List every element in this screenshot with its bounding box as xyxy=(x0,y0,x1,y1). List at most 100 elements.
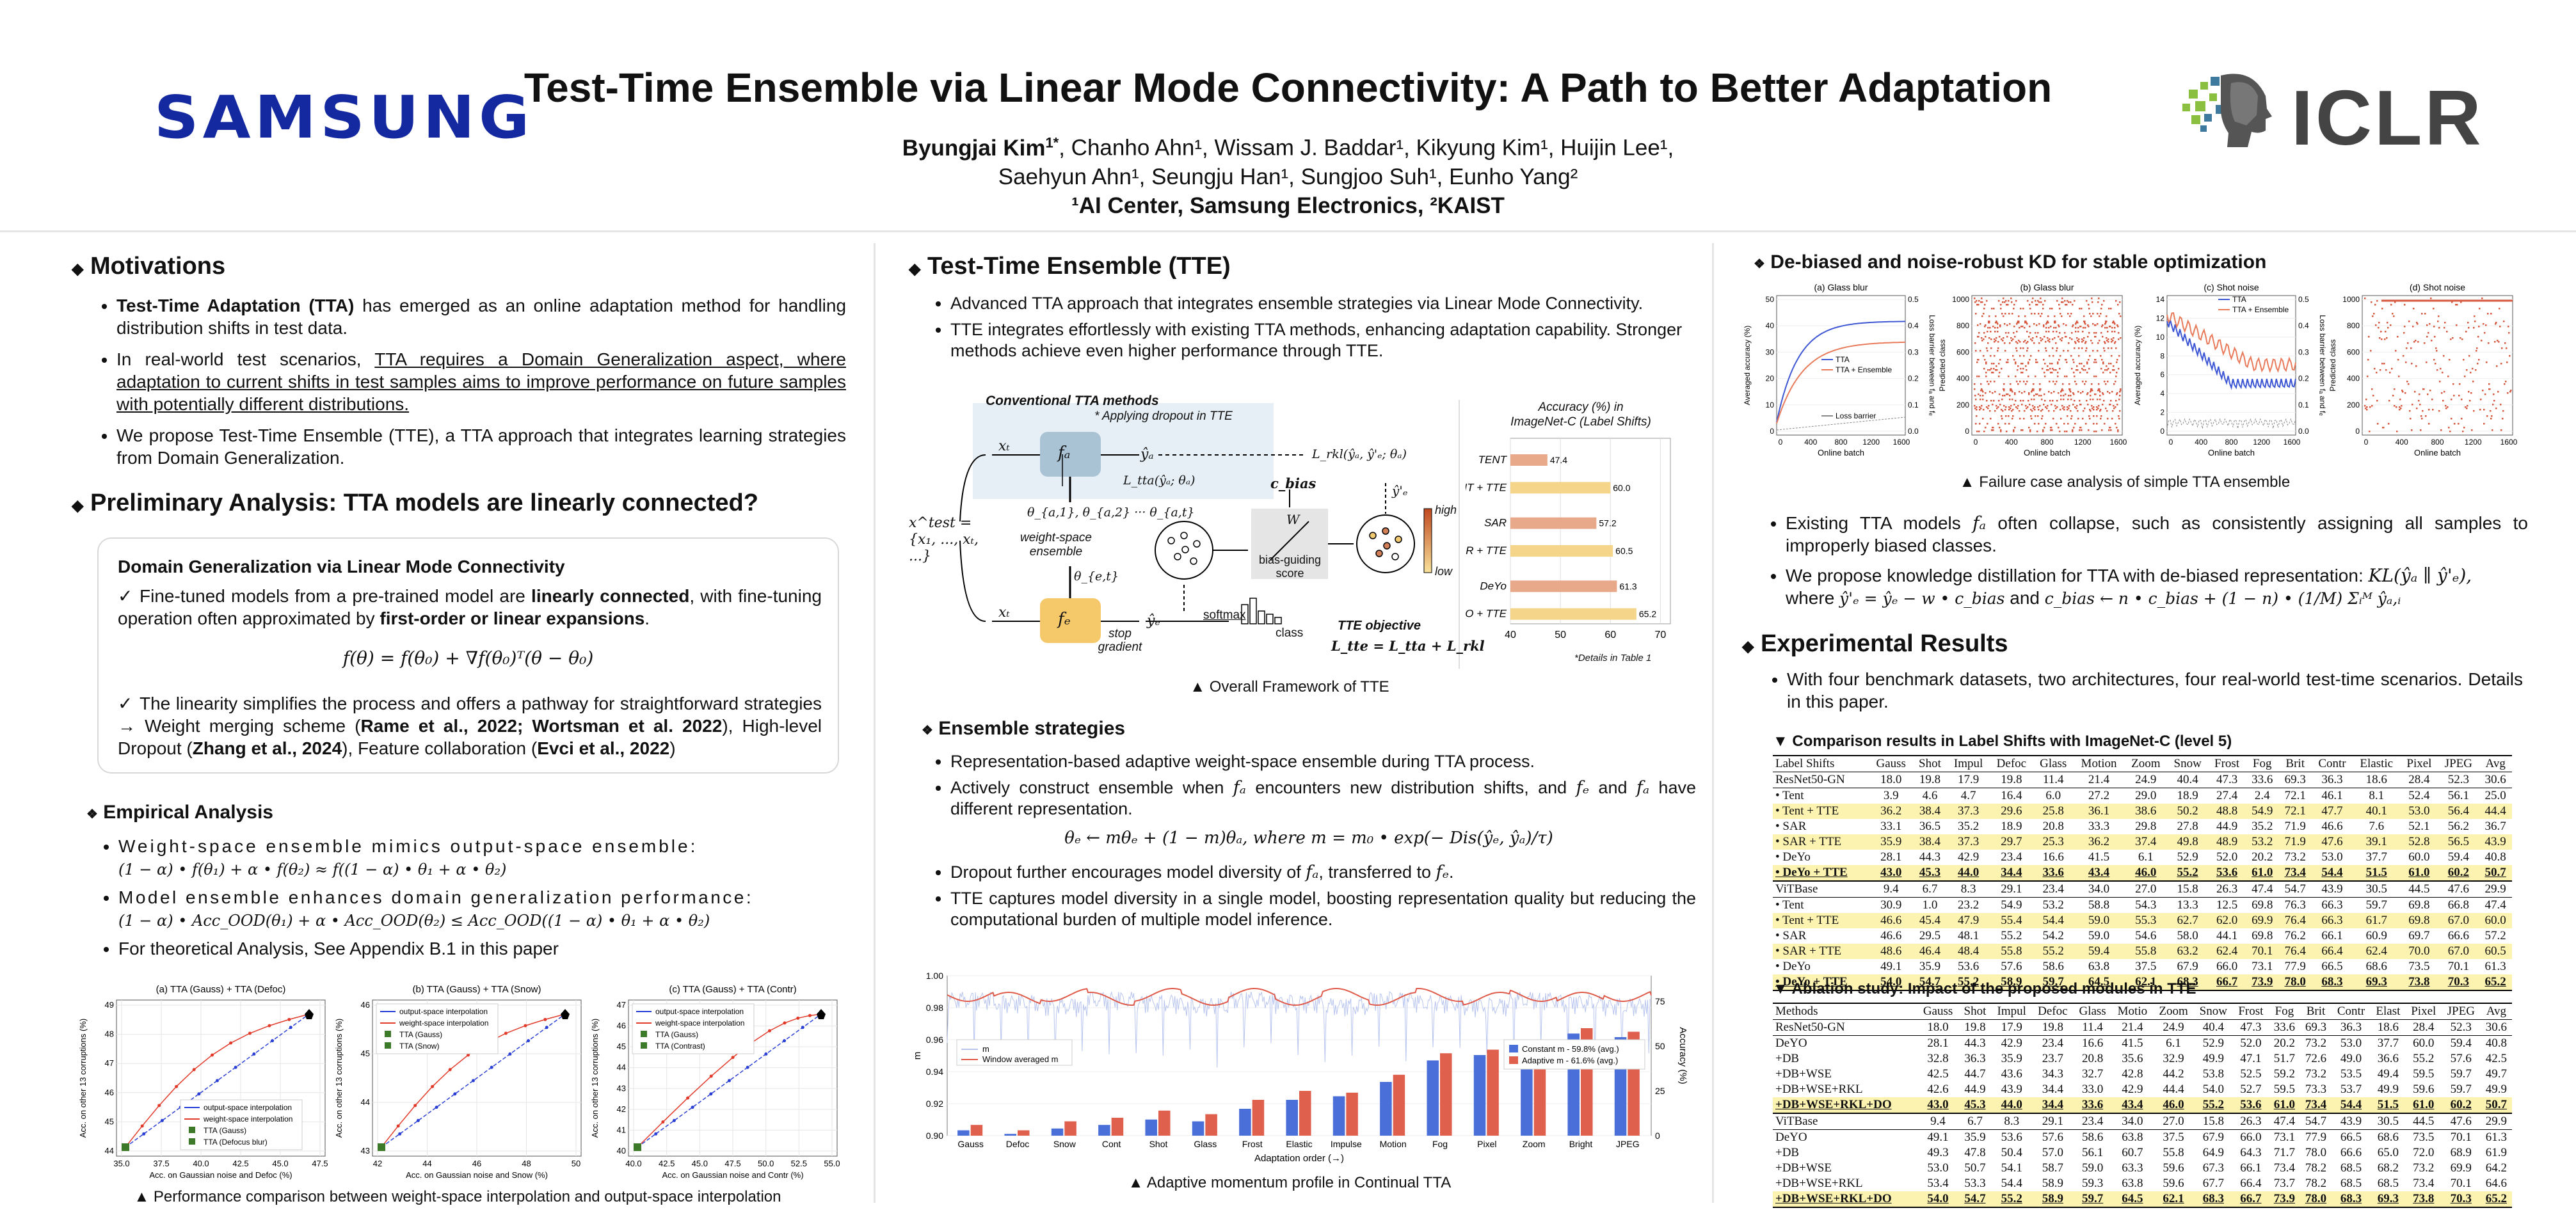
table-row: • DeYo 49.1 35.9 53.6 57.6 58.6 63.8 37.5 67.9 66… xyxy=(1775,960,2506,973)
failure-scatter-point xyxy=(2084,323,2086,325)
section-title: ❖ Empirical Analysis xyxy=(86,802,273,823)
failure-scatter-point xyxy=(1996,322,1998,324)
momentum-xtick: Motion xyxy=(1380,1139,1407,1149)
failure-scatter-point xyxy=(2378,322,2380,324)
failure-scatter-point xyxy=(2478,326,2480,328)
failure-plot-title: (a) Glass blur xyxy=(1814,282,1868,292)
failure-scatter-point xyxy=(2049,400,2051,402)
failure-scatter-point xyxy=(2008,332,2010,334)
momentum-ytick2: 25 xyxy=(1655,1086,1665,1096)
momentum-bar xyxy=(1098,1125,1110,1136)
lmc-plot: (b) TTA (Gauss) + TTA (Snow)42 44 46 48 5046… xyxy=(334,984,582,1180)
acc-bar-label: 60.0 xyxy=(1613,482,1630,493)
failure-scatter-point xyxy=(1983,409,1985,411)
lmc-xtick: 52.5 xyxy=(791,1159,807,1168)
failure-scatter-point xyxy=(1977,336,1979,338)
lmc-legend-label: output-space interpolation xyxy=(399,1007,488,1016)
failure-scatter-point xyxy=(2462,431,2464,433)
failure-ytick2: 0.3 xyxy=(1908,347,1919,356)
failure-scatter-point xyxy=(2064,376,2066,377)
failure-scatter-point xyxy=(2092,313,2094,315)
failure-scatter-point xyxy=(2072,324,2074,326)
failure-scatter-point xyxy=(2495,322,2497,324)
failure-scatter-point xyxy=(2429,390,2431,392)
failure-scatter-point xyxy=(2444,322,2446,324)
failure-scatter-point xyxy=(2375,324,2377,326)
failure-scatter-point xyxy=(2012,313,2013,315)
failure-scatter-point xyxy=(2079,404,2081,406)
failure-scatter-point xyxy=(2376,372,2378,374)
failure-scatter-point xyxy=(1981,337,1983,339)
failure-scatter-point xyxy=(2028,376,2029,377)
failure-scatter-point xyxy=(2017,342,2019,344)
failure-scatter-point xyxy=(2440,429,2442,431)
failure-scatter-point xyxy=(2095,361,2097,363)
failure-scatter-point xyxy=(2019,418,2021,420)
failure-scatter-point xyxy=(2044,363,2046,365)
failure-scatter-point xyxy=(2028,361,2029,363)
momentum-xtick: Shot xyxy=(1149,1139,1168,1149)
failure-scatter-point xyxy=(2024,340,2026,342)
failure-scatter-point xyxy=(2045,341,2047,343)
failure-scatter-point xyxy=(2048,327,2050,329)
failure-scatter-point xyxy=(2504,342,2506,344)
failure-scatter-point xyxy=(2508,332,2510,334)
failure-scatter-point xyxy=(1977,324,1979,326)
momentum-bar xyxy=(1332,1096,1345,1136)
fe-label: fₑ xyxy=(1058,610,1071,629)
failure-scatter-point xyxy=(2490,313,2492,315)
failure-scatter-point xyxy=(2072,392,2074,394)
failure-scatter-point xyxy=(2490,410,2492,412)
failure-scatter-point xyxy=(1990,355,1992,357)
failure-scatter-point xyxy=(2005,406,2007,408)
failure-scatter-point xyxy=(2061,301,2063,303)
failure-scatter-point xyxy=(1981,315,1983,317)
lmc-ytick: 47 xyxy=(617,1000,626,1010)
table-row: • Tent + TTE 46.6 45.4 47.9 55.4 54.4 59.0 55.3… xyxy=(1773,913,2512,928)
failure-scatter-point xyxy=(1980,399,1981,401)
failure-scatter-point xyxy=(2072,429,2074,431)
momentum-xlabel: Adaptation order (→) xyxy=(1254,1153,1344,1164)
failure-scatter-point xyxy=(2109,392,2111,394)
failure-scatter-point xyxy=(2047,365,2049,367)
first-author: Byungjai Kim1* xyxy=(902,134,1059,161)
failure-scatter-point xyxy=(2407,342,2409,344)
table-header-row: Methods Gauss Shot Impul Defoc Glass Motio Zoom… xyxy=(1773,1003,2512,1020)
failure-scatter-point xyxy=(1979,423,1981,425)
failure-scatter-point xyxy=(2007,361,2009,363)
failure-scatter-point xyxy=(2433,308,2435,310)
section-title: ❖ De-biased and noise-robust KD for stab… xyxy=(1754,251,2267,273)
failure-scatter-point xyxy=(2022,400,2024,402)
lmc-ylabel: Acc. on other 13 corruptions (%) xyxy=(78,1019,88,1138)
table-row: +DB+WSE+RKL+DO 54.0 54.7 55.2 58.9 59.7 64.5 62… xyxy=(1773,1191,2512,1207)
xtest-label: x^test = {x₁, ..., xₜ, ...} xyxy=(909,515,979,564)
failure-scatter-point xyxy=(2003,298,2004,299)
failure-scatter-point xyxy=(2049,355,2051,357)
failure-scatter-point xyxy=(2035,393,2037,395)
failure-scatter-point xyxy=(2107,381,2109,383)
column-header: Glass xyxy=(2040,757,2067,770)
failure-scatter-point xyxy=(2445,408,2447,409)
failure-scatter-point xyxy=(1993,368,1995,370)
table-group-row: ResNet50-GN 18.0 19.8 17.9 19.8 11.4 21.4 24.9 4… xyxy=(1773,1019,2512,1036)
failure-scatter-point xyxy=(2073,372,2075,374)
failure-ytick2: 0.2 xyxy=(1908,374,1919,383)
failure-xtick: 0 xyxy=(2169,438,2173,447)
failure-scatter-point xyxy=(2411,363,2413,365)
momentum-bar xyxy=(1440,1053,1452,1136)
failure-scatter-point xyxy=(2509,355,2511,357)
lmc-box: Domain Generalization via Linear Mode Co… xyxy=(97,537,839,774)
class-label: class xyxy=(1276,626,1304,640)
failure-scatter-point xyxy=(2092,350,2094,352)
failure-scatter-point xyxy=(2078,347,2080,349)
failure-scatter-point xyxy=(2107,391,2109,393)
failure-scatter-point xyxy=(2111,331,2113,333)
failure-scatter-point xyxy=(2045,347,2047,349)
failure-scatter-point xyxy=(2070,301,2072,303)
failure-scatter-point xyxy=(2061,298,2063,299)
failure-scatter-point xyxy=(2026,342,2028,344)
failure-scatter-point xyxy=(2069,337,2071,339)
failure-scatter-point xyxy=(2028,363,2029,365)
failure-scatter-point xyxy=(2070,410,2072,412)
failure-scatter-point xyxy=(2460,337,2461,339)
